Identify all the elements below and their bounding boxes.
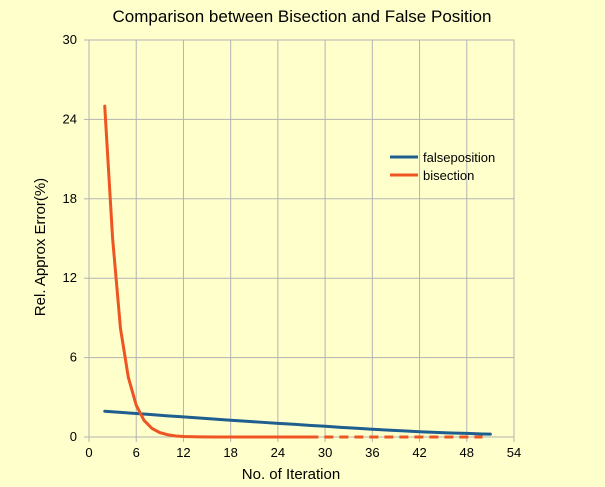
x-tick-label: 48 xyxy=(460,445,474,460)
y-tick-label: 18 xyxy=(63,191,77,206)
y-axis-label: Rel. Approx Error(%) xyxy=(32,178,49,316)
x-tick-label: 30 xyxy=(318,445,332,460)
legend: falseposition bisection xyxy=(390,150,495,183)
y-tick-label: 24 xyxy=(63,111,77,126)
grid xyxy=(88,39,515,438)
x-tick-label: 36 xyxy=(365,445,379,460)
plot-area xyxy=(88,39,515,438)
y-axis: 0 6 12 18 24 30 xyxy=(63,32,89,444)
x-tick-label: 0 xyxy=(85,445,92,460)
x-tick-label: 18 xyxy=(223,445,237,460)
x-tick-label: 12 xyxy=(176,445,190,460)
series-line-bisection xyxy=(103,104,311,439)
y-tick-label: 30 xyxy=(63,32,77,47)
y-tick-label: 0 xyxy=(70,429,77,444)
x-tick-label: 6 xyxy=(133,445,140,460)
y-tick-label: 12 xyxy=(63,270,77,285)
x-axis-label: No. of Iteration xyxy=(242,466,340,483)
legend-label-falseposition: falseposition xyxy=(423,150,495,165)
x-tick-label: 42 xyxy=(412,445,426,460)
x-axis: 0 6 12 18 24 30 36 42 48 54 xyxy=(85,437,521,460)
y-tick-label: 6 xyxy=(70,350,77,365)
x-tick-label: 54 xyxy=(507,445,521,460)
chart-title: Comparison between Bisection and False P… xyxy=(113,7,492,26)
legend-label-bisection: bisection xyxy=(423,168,474,183)
series-line-falseposition xyxy=(103,409,492,436)
x-tick-label: 24 xyxy=(271,445,285,460)
series-group xyxy=(103,104,492,439)
plot-border xyxy=(88,39,515,438)
